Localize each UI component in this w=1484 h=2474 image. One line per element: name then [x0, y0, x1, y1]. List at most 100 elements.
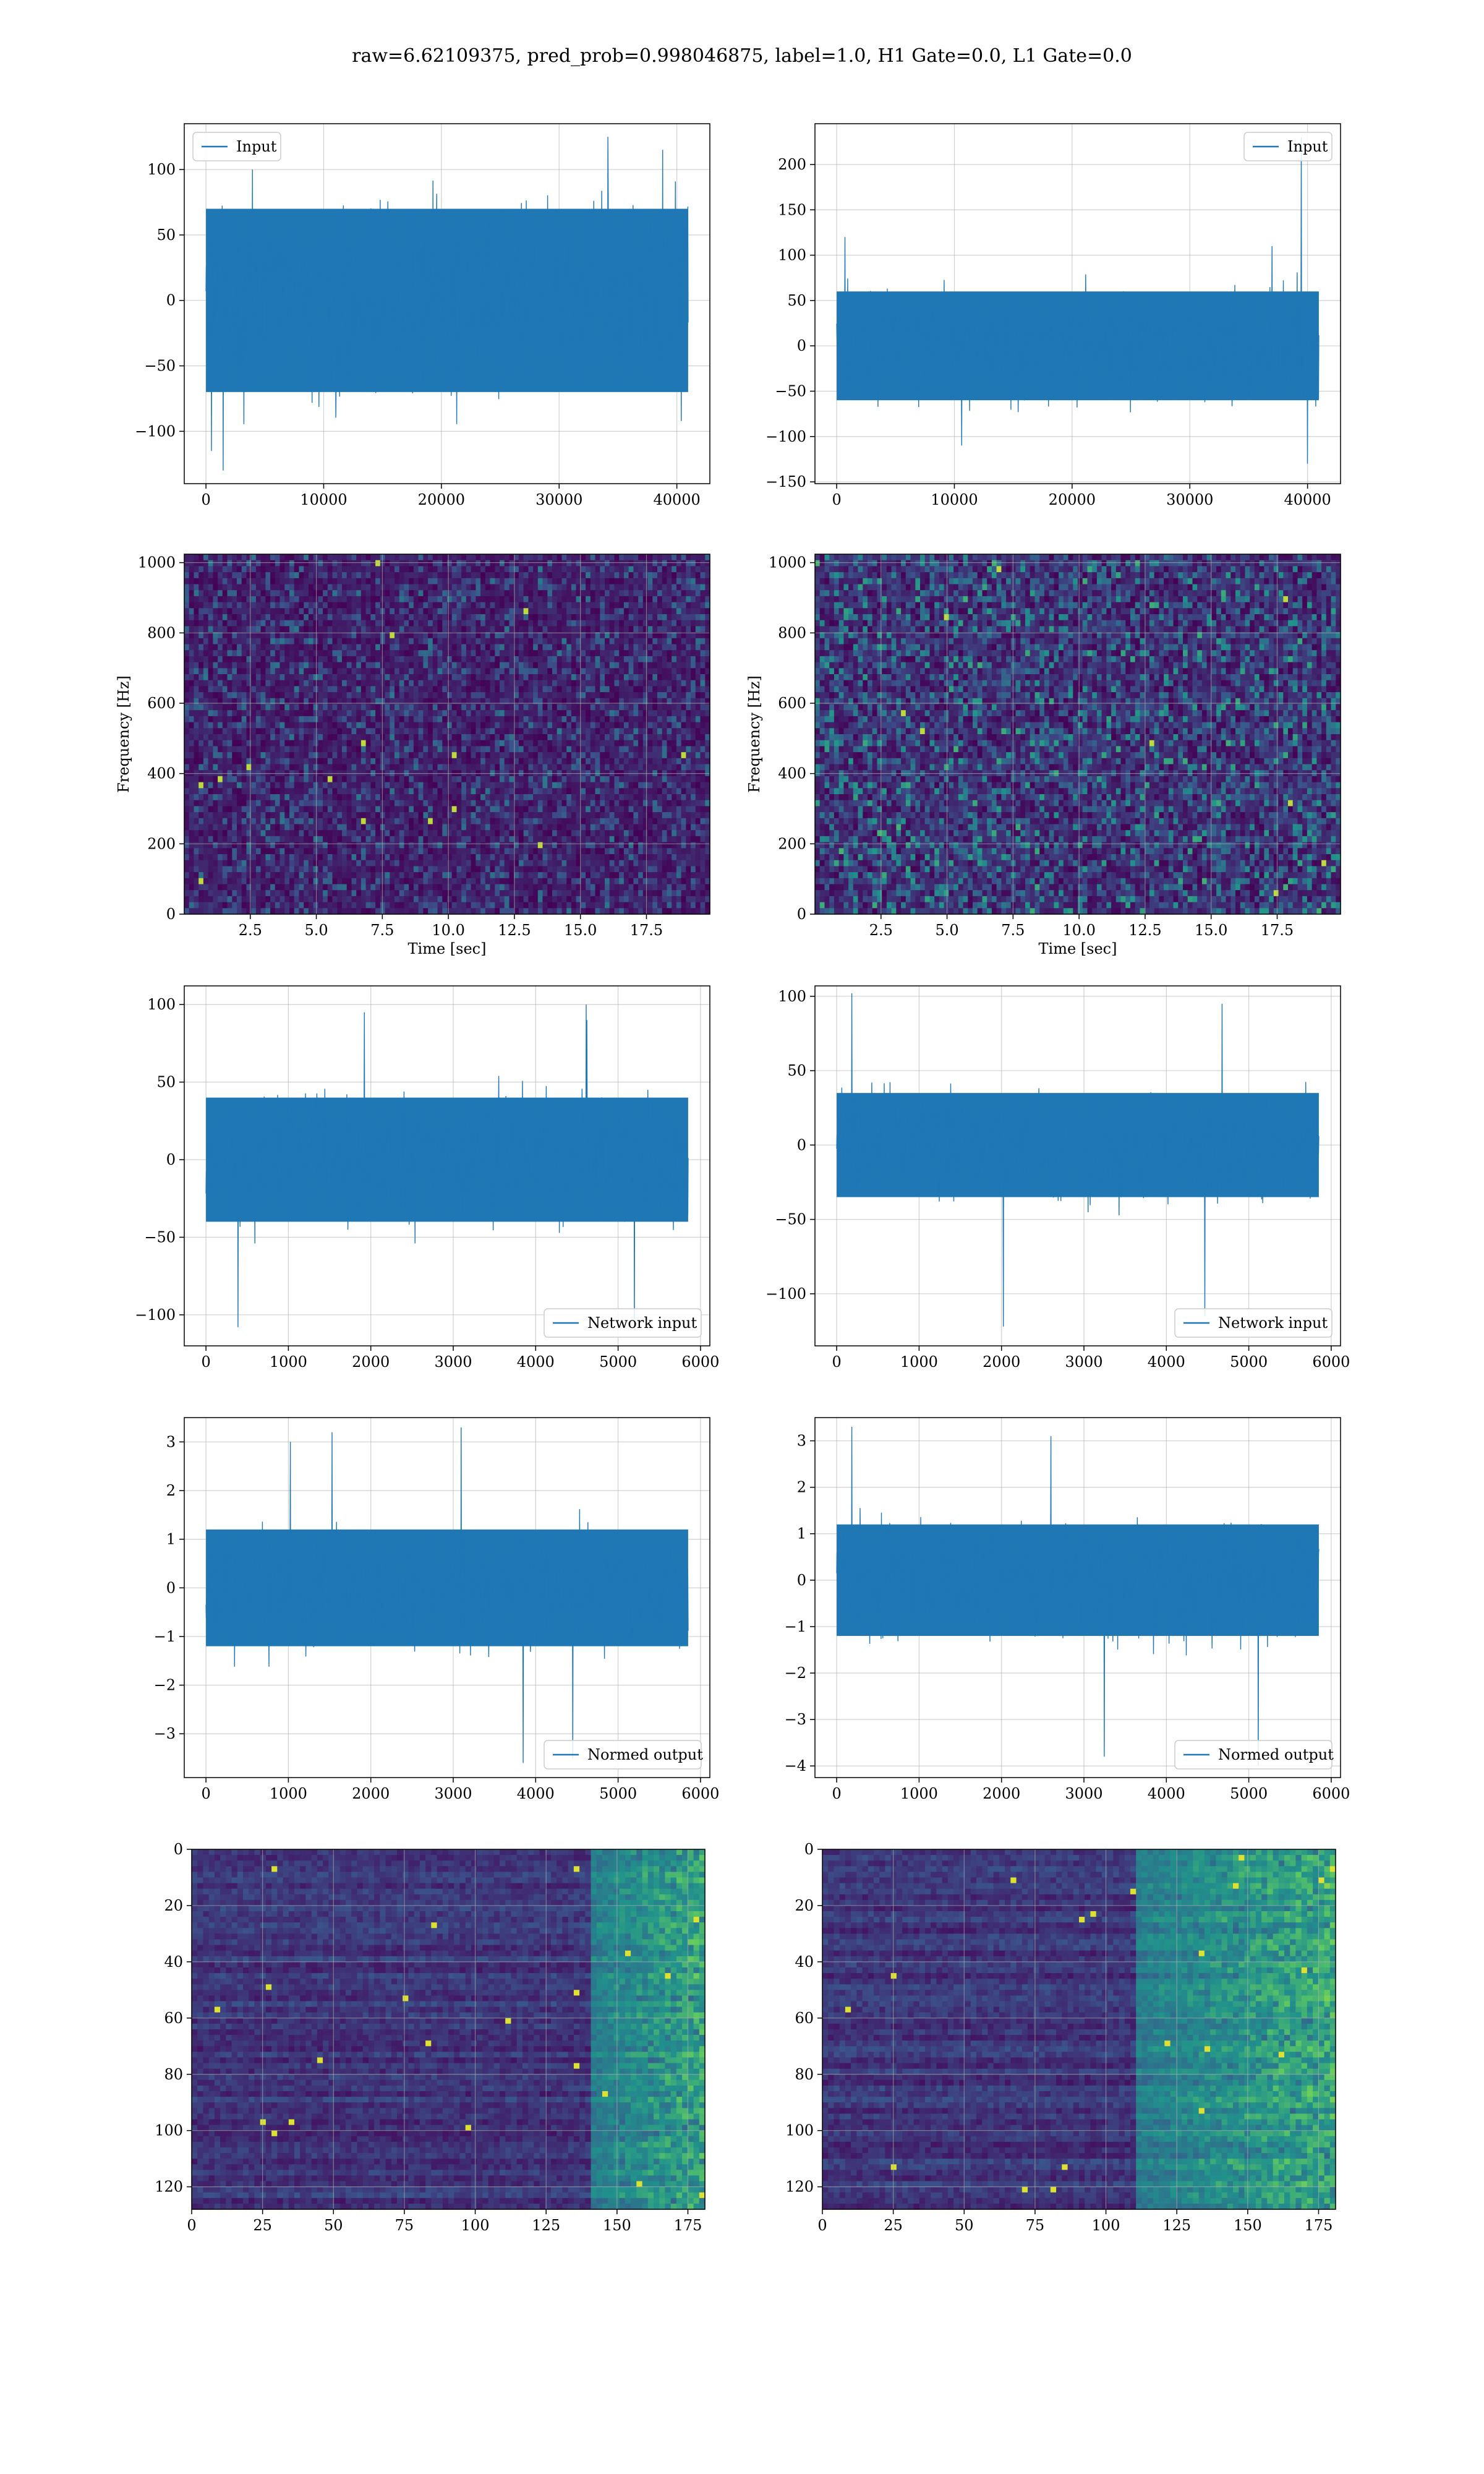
heatmap-cell — [701, 740, 706, 747]
heatmap-cell — [495, 668, 500, 674]
heatmap-cell — [270, 680, 275, 687]
heatmap-cell — [543, 686, 548, 692]
heatmap-cell — [581, 722, 586, 729]
heatmap-cell — [485, 644, 490, 651]
heatmap-cell — [361, 626, 366, 632]
heatmap-cell — [475, 788, 480, 794]
heatmap-cell — [399, 758, 404, 764]
heatmap-cell — [247, 590, 252, 596]
heatmap-cell — [586, 656, 591, 662]
heatmap-cell — [304, 818, 309, 824]
heatmap-cell — [519, 614, 524, 620]
heatmap-cell — [571, 602, 576, 609]
heatmap-cell — [696, 566, 701, 572]
heatmap-cell — [652, 788, 657, 794]
heatmap-cell — [533, 620, 538, 627]
heatmap-cell — [510, 584, 514, 591]
heatmap-cell — [237, 560, 242, 567]
heatmap-cell — [605, 608, 610, 614]
heatmap-cell — [571, 746, 576, 752]
heatmap-cell — [557, 812, 562, 818]
heatmap-cell — [309, 692, 313, 698]
heatmap-cell — [538, 734, 543, 740]
heatmap-cell — [571, 650, 576, 656]
heatmap-cell — [289, 788, 294, 794]
heatmap-cell — [309, 668, 313, 674]
heatmap-cell — [442, 740, 447, 747]
heatmap-cell — [595, 554, 600, 560]
heatmap-cell — [333, 560, 338, 567]
heatmap-cell — [438, 644, 443, 651]
heatmap-cell — [466, 560, 471, 567]
heatmap-cell — [337, 788, 342, 794]
heatmap-cell — [328, 806, 333, 812]
heatmap-cell — [619, 614, 624, 620]
heatmap-cell — [208, 722, 213, 729]
heatmap-cell — [615, 692, 620, 698]
heatmap-cell — [571, 806, 576, 812]
heatmap-cell — [256, 572, 261, 578]
heatmap-cell — [461, 602, 466, 609]
heatmap-cell — [633, 656, 638, 662]
heatmap-cell — [605, 566, 610, 572]
heatmap-cell — [184, 806, 189, 812]
heatmap-cell — [299, 560, 304, 567]
heatmap-cell — [562, 554, 567, 560]
heatmap-cell — [495, 680, 500, 687]
heatmap-cell — [461, 734, 466, 740]
heatmap-cell — [524, 710, 529, 716]
heatmap-cell — [533, 590, 538, 596]
heatmap-cell — [251, 674, 256, 680]
heatmap-cell — [480, 686, 485, 692]
heatmap-cell — [533, 758, 538, 764]
heatmap-cell — [414, 578, 419, 584]
heatmap-cell — [471, 746, 476, 752]
heatmap-cell — [361, 554, 366, 560]
heatmap-cell — [237, 620, 242, 627]
heatmap-cell — [457, 704, 462, 711]
heatmap-cell — [342, 782, 347, 789]
heatmap-cell — [309, 596, 313, 602]
heatmap-cell — [533, 644, 538, 651]
heatmap-cell — [638, 614, 643, 620]
heatmap-cell — [333, 740, 338, 747]
heatmap-cell — [662, 728, 667, 734]
heatmap-cell — [280, 644, 285, 651]
heatmap-cell — [242, 752, 247, 758]
heatmap-cell — [519, 644, 524, 651]
heatmap-cell — [247, 620, 252, 627]
heatmap-cell — [624, 728, 629, 734]
heatmap-cell — [394, 818, 399, 824]
heatmap-cell — [223, 572, 228, 578]
heatmap-cell — [648, 608, 653, 614]
heatmap-cell — [581, 578, 586, 584]
heatmap-cell — [557, 566, 562, 572]
heatmap-cell — [686, 746, 691, 752]
heatmap-cell — [528, 584, 533, 591]
heatmap-cell — [366, 812, 371, 818]
heatmap-cell — [280, 602, 285, 609]
heatmap-cell — [203, 776, 208, 782]
heatmap-cell — [696, 608, 701, 614]
heatmap-cell — [189, 746, 194, 752]
heatmap-cell — [524, 686, 529, 692]
heatmap-cell — [275, 560, 280, 567]
heatmap-cell — [638, 572, 643, 578]
heatmap-cell — [566, 614, 571, 620]
heatmap-cell — [681, 728, 686, 734]
heatmap-cell — [652, 776, 657, 782]
heatmap-cell — [356, 626, 361, 632]
heatmap-cell — [447, 728, 452, 734]
heatmap-cell — [251, 614, 256, 620]
heatmap-cell — [586, 668, 591, 674]
heatmap-cell — [475, 686, 480, 692]
heatmap-cell — [667, 794, 672, 800]
heatmap-cell — [289, 578, 294, 584]
heatmap-cell — [223, 614, 228, 620]
heatmap-cell — [447, 794, 452, 800]
heatmap-cell — [189, 602, 194, 609]
heatmap-cell — [657, 638, 662, 644]
heatmap-cell — [223, 752, 228, 758]
heatmap-cell — [304, 668, 309, 674]
heatmap-cell — [399, 746, 404, 752]
